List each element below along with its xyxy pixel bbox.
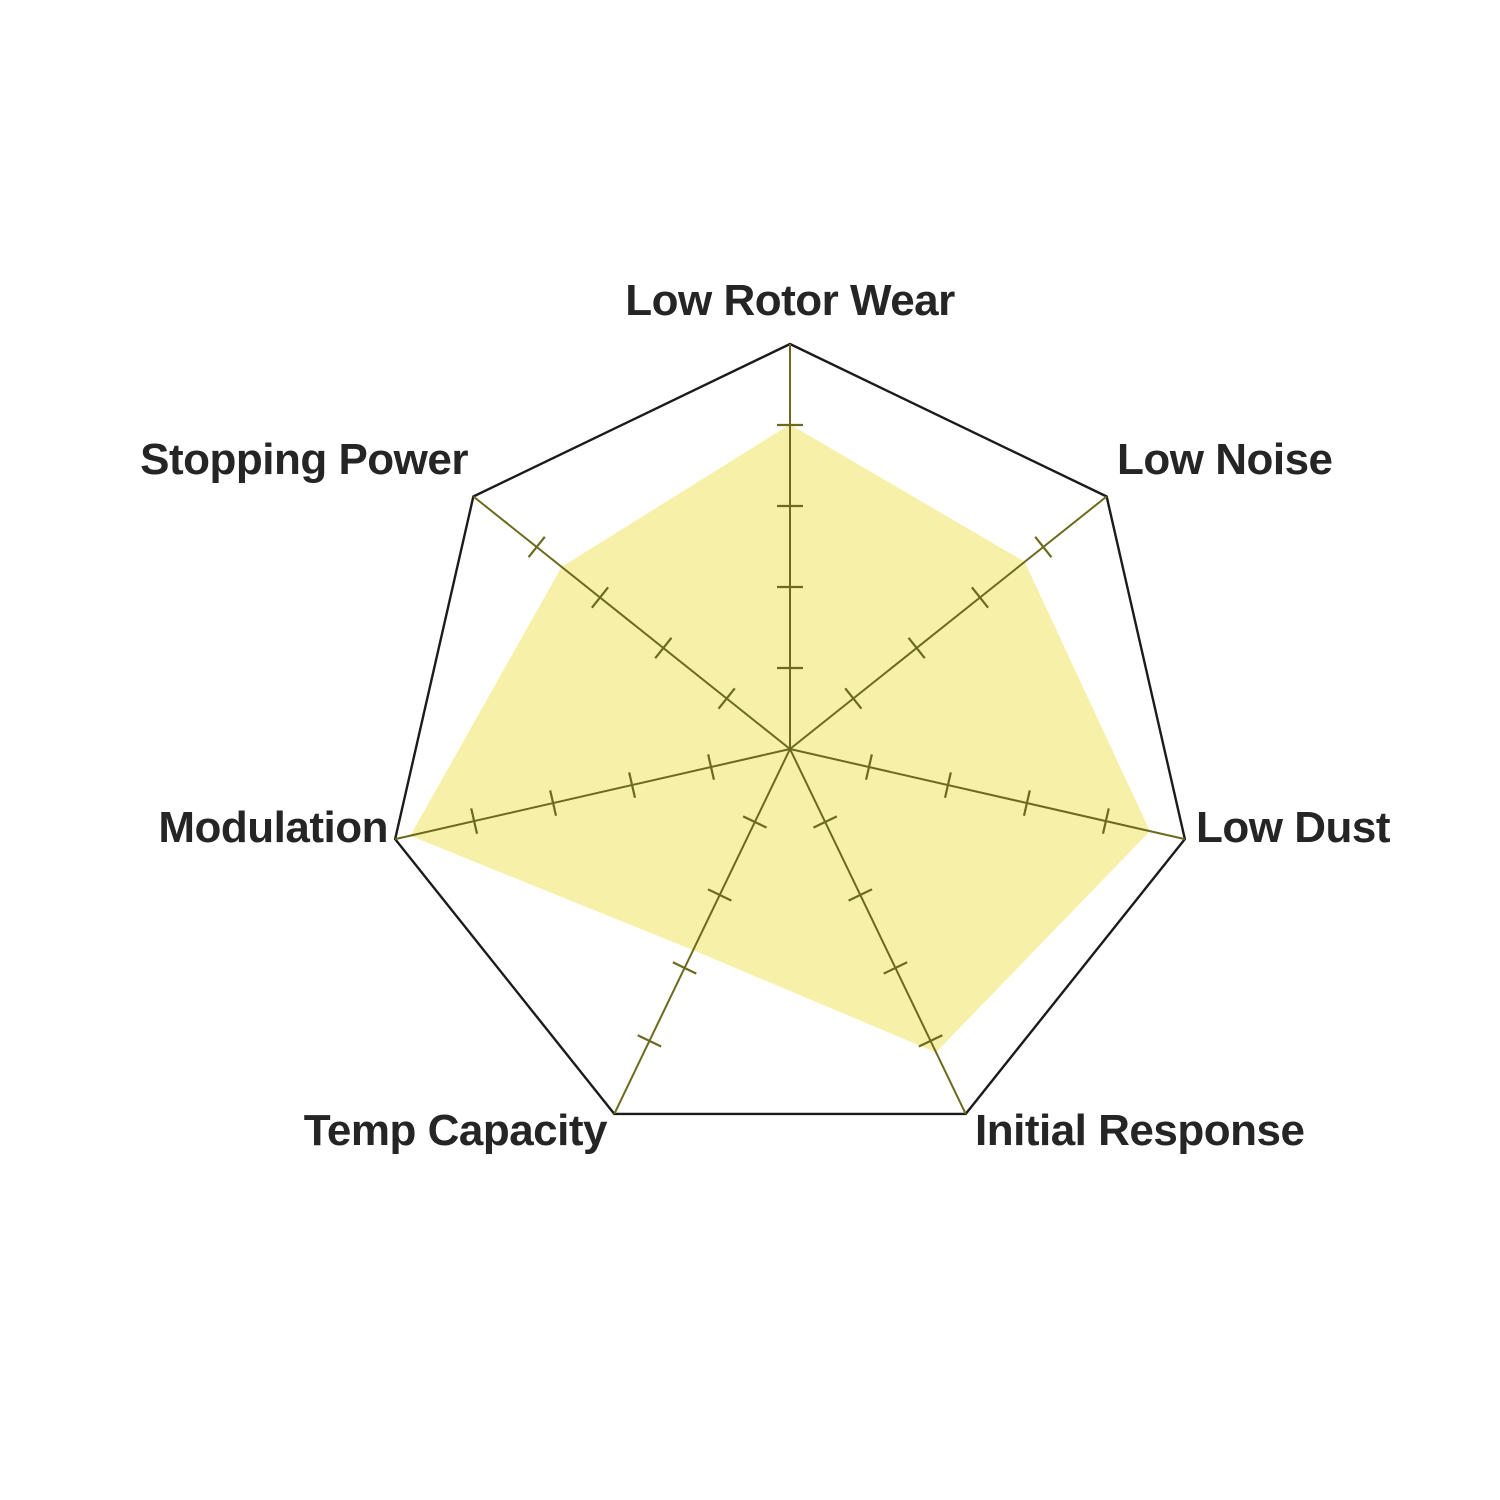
radar-spoke: [472, 495, 791, 750]
radar-axis-tick: [591, 586, 609, 609]
radar-axis-tick: [971, 586, 989, 609]
radar-axis-tick: [1101, 808, 1110, 835]
radar-axis-tick: [1022, 790, 1031, 816]
axis-label-low-noise: Low Noise: [1117, 435, 1333, 484]
radar-axis-tick: [672, 961, 697, 975]
radar-spoke: [613, 748, 791, 1115]
radar-axis-ticks-group: [470, 423, 1110, 1048]
radar-spokes-group: [394, 344, 1186, 1115]
radar-axis-tick: [1034, 536, 1053, 558]
outer-boundary-polygon: [393, 342, 1187, 1116]
radar-axis-tick: [742, 815, 768, 829]
radar-spoke: [394, 748, 791, 841]
radar-fill-group: [410, 424, 1150, 1053]
axis-label-low-rotor-wear: Low Rotor Wear: [625, 276, 955, 325]
axis-label-stopping-power: Stopping Power: [140, 435, 468, 484]
radar-axis-tick: [654, 637, 673, 659]
axis-label-temp-capacity: Temp Capacity: [303, 1106, 608, 1155]
radar-spoke: [789, 495, 1108, 750]
radar-axis-tick: [812, 815, 838, 829]
radar-axis-tick: [865, 754, 873, 780]
radar-axis-tick: [527, 536, 546, 558]
radar-spoke: [789, 748, 967, 1115]
radar-axis-tick: [549, 790, 558, 816]
radar-axis-tick: [628, 772, 637, 798]
radar-axis-tick: [717, 687, 736, 710]
series-area-polygon: [410, 424, 1150, 1053]
radar-axis-tick: [844, 687, 863, 710]
radar-axis-tick: [907, 637, 926, 659]
axis-label-initial-response: Initial Response: [975, 1106, 1305, 1155]
axis-label-modulation: Modulation: [158, 803, 388, 852]
radar-axis-tick: [883, 961, 908, 975]
axis-label-low-dust: Low Dust: [1196, 803, 1390, 852]
radar-axis-tick: [848, 888, 873, 902]
radar-axis-tick: [707, 754, 715, 780]
radar-outer-outline-group: [393, 342, 1187, 1116]
radar-axis-tick: [918, 1034, 943, 1048]
radar-axis-tick: [943, 772, 952, 798]
radar-axis-tick: [637, 1034, 662, 1048]
radar-axis-tick: [470, 808, 479, 835]
radar-axis-tick: [707, 888, 732, 902]
radar-spoke: [789, 748, 1186, 841]
